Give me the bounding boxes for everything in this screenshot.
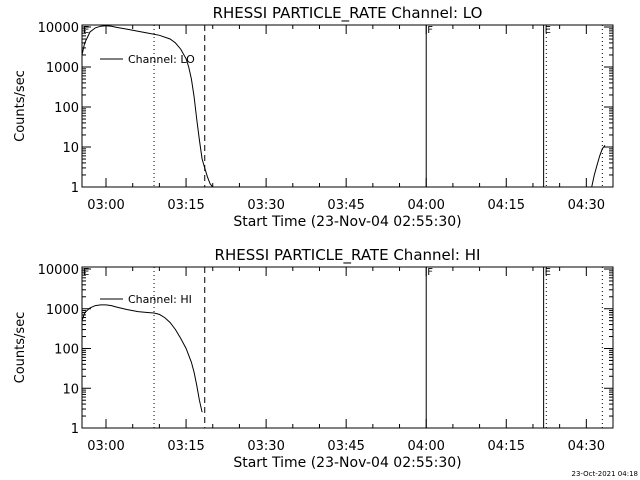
chart1-x-tick-label: 04:00 [407,198,444,213]
chart2-x-tick-label: 03:45 [327,439,364,454]
chart2-x-axis-label: Start Time (23-Nov-04 02:55:30) [233,455,461,471]
chart2-marker-label-4: E [545,267,551,278]
chart2-x-tick-label: 03:15 [167,439,204,454]
chart2-y-tick-label: 1 [71,422,79,437]
chart2-x-tick-label: 03:00 [87,439,124,454]
chart1-x-tick-label: 03:45 [327,198,364,213]
chart2-series-line-0 [81,304,203,413]
chart1-x-axis-label: Start Time (23-Nov-04 02:55:30) [233,214,461,230]
chart1-y-tick-label: 100 [54,101,79,116]
chart1-series-line-1 [591,144,606,188]
chart2-y-axis-label: Counts/sec [13,312,28,384]
chart1-y-tick-label: 1000 [46,61,79,76]
chart1-x-tick-label: 03:15 [167,198,204,213]
chart2-y-tick-label: 1000 [46,303,79,318]
chart1-plot-frame [81,24,614,188]
footer-timestamp: 23-Oct-2021 04:18 [572,470,638,478]
chart1-title: RHESSI PARTICLE_RATE Channel: LO [213,4,483,23]
chart1-y-axis-label: Counts/sec [13,70,28,142]
chart2-y-tick-label: 10 [62,382,79,397]
chart1-marker-label-3: F [427,25,433,36]
chart2-x-tick-label: 04:30 [568,439,605,454]
chart1-marker-label-0: E [83,25,89,36]
chart2-marker-label-3: F [427,267,433,278]
chart2-legend-label: Channel: HI [128,293,192,306]
chart1-y-tick-label: 10 [62,141,79,156]
chart1-y-tick-label: 10000 [38,21,79,36]
chart1-series-line-0 [81,25,214,188]
chart1-legend-label: Channel: LO [128,53,195,66]
chart1-x-tick-label: 04:30 [568,198,605,213]
chart1-y-tick-label: 1 [71,181,79,196]
chart2-marker-label-0: E [83,267,89,278]
chart2-title: RHESSI PARTICLE_RATE Channel: HI [215,246,481,265]
chart2-plot-frame [81,266,614,429]
chart1-x-tick-label: 03:00 [87,198,124,213]
chart1-x-tick-label: 04:15 [488,198,525,213]
chart2-y-tick-label: 100 [54,343,79,358]
chart1-marker-label-4: E [545,25,551,36]
chart2-x-tick-label: 03:30 [247,439,284,454]
chart2-x-tick-label: 04:00 [407,439,444,454]
chart2-x-tick-label: 04:15 [488,439,525,454]
chart2-y-tick-label: 10000 [38,263,79,278]
chart1-x-tick-label: 03:30 [247,198,284,213]
